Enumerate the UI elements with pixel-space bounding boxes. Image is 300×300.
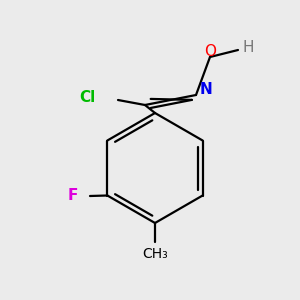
Text: CH₃: CH₃ (142, 247, 168, 261)
Text: H: H (243, 40, 254, 55)
Text: F: F (68, 188, 78, 203)
Text: O: O (204, 44, 216, 59)
Text: Cl: Cl (80, 89, 96, 104)
Text: N: N (200, 82, 213, 98)
